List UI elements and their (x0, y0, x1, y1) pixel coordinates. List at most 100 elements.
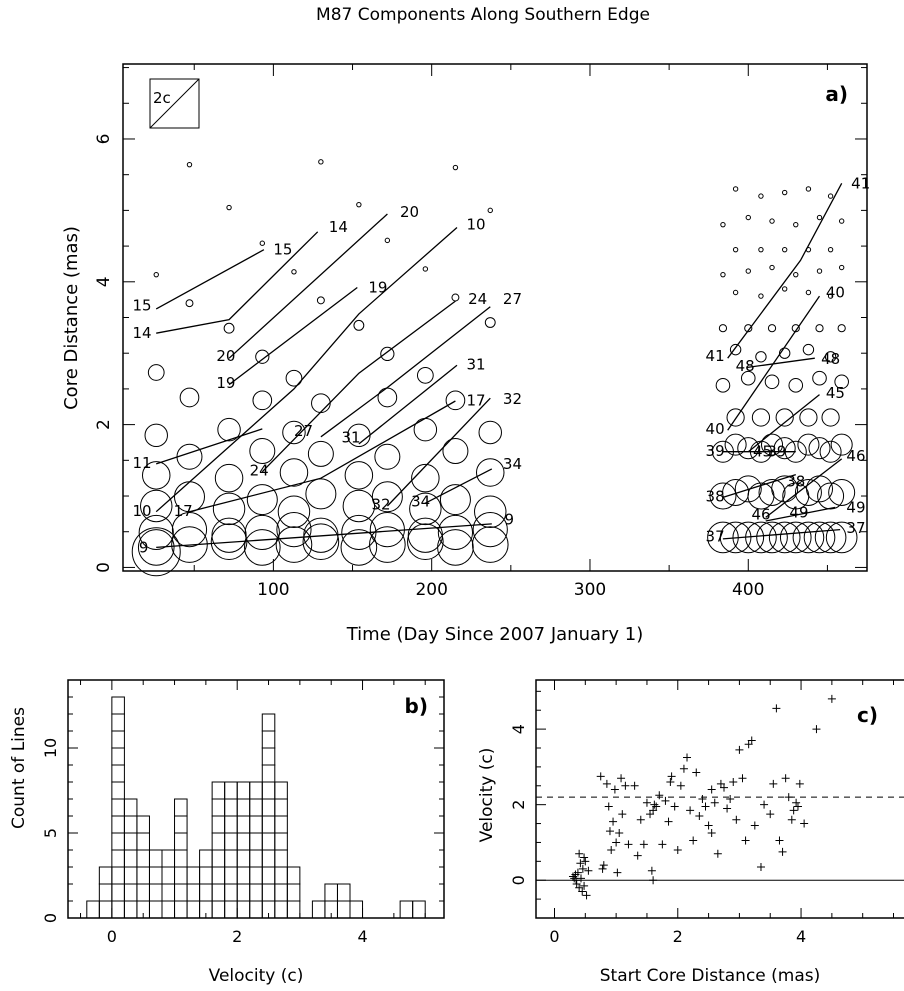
histogram-bar-cell (174, 815, 188, 834)
histogram-bar-cell (174, 900, 188, 919)
data-point (795, 779, 804, 788)
histogram-bar-cell (249, 900, 263, 919)
scale-inset-box (149, 78, 200, 129)
data-point (793, 802, 802, 811)
histogram-bar-cell (211, 900, 226, 919)
histogram-bar-cell (286, 866, 301, 885)
histogram-bar-cell (261, 883, 276, 902)
track-38-line (722, 473, 796, 499)
histogram-bar-cell (211, 866, 226, 885)
histogram-bar-cell (324, 883, 338, 902)
histogram-bar-cell (211, 883, 226, 902)
histogram-bar-cell (148, 849, 163, 868)
data-point (772, 704, 781, 713)
histogram-bar-cell (123, 883, 138, 902)
histogram-bar-cell (174, 832, 188, 851)
observation-circle (437, 529, 474, 566)
observation-circle (285, 369, 303, 387)
y-tick-label: 4 (509, 724, 528, 734)
observation-circle (210, 523, 248, 561)
histogram-bar-cell (274, 815, 288, 834)
histogram-bar-cell (111, 832, 125, 851)
observation-circle (718, 324, 728, 333)
observation-circle (784, 440, 807, 463)
data-point (679, 764, 688, 773)
histogram-bar-cell (98, 900, 113, 919)
histogram-bar-cell (111, 815, 125, 834)
histogram-bar-cell (161, 866, 176, 885)
track-45-line (747, 394, 820, 453)
observation-circle (437, 514, 474, 551)
data-point (570, 874, 579, 883)
observation-circle (768, 521, 801, 554)
panel-c-reference-lines (536, 796, 904, 881)
histogram-bar-cell (123, 849, 138, 868)
observation-circle (781, 189, 788, 196)
data-point (692, 768, 701, 777)
observation-circle (805, 186, 812, 192)
histogram-bar-cell (274, 832, 288, 851)
panel-a-frame (122, 63, 868, 572)
data-point (747, 736, 756, 745)
data-point (775, 836, 784, 845)
histogram-bar-cell (261, 747, 276, 766)
observation-circle (384, 237, 391, 244)
observation-circle (803, 521, 836, 554)
observation-circle (709, 482, 737, 510)
histogram-bar-cell (236, 781, 251, 800)
data-point (573, 868, 582, 877)
track-32-line (386, 397, 491, 507)
data-point (732, 815, 741, 824)
track-46-line (765, 458, 843, 518)
observation-circle (371, 481, 403, 513)
track-label: 37 (846, 519, 865, 537)
histogram-bar-cell (349, 900, 364, 919)
track-label: 27 (294, 422, 313, 440)
observation-circle (751, 408, 771, 427)
track-label: 49 (846, 498, 865, 516)
histogram-bar-cell (211, 781, 226, 800)
data-point (584, 866, 593, 875)
data-point (726, 795, 735, 803)
data-point (760, 800, 769, 809)
track-49-line (765, 506, 836, 522)
observation-circle (171, 526, 208, 563)
histogram-bar-cell (224, 900, 238, 919)
histogram-bar-cell (136, 866, 150, 885)
observation-circle (176, 443, 203, 470)
histogram-bar-cell (123, 832, 138, 851)
panel-c-ylabel: Velocity (c) (477, 748, 497, 843)
x-tick-label: 4 (796, 927, 806, 946)
histogram-bar-cell (261, 866, 276, 885)
histogram-bar-cell (236, 900, 251, 919)
observation-circle (303, 517, 339, 553)
data-point (621, 781, 630, 790)
data-point (812, 725, 821, 734)
histogram-bar-cell (224, 832, 238, 851)
data-point (729, 778, 738, 786)
data-point (618, 810, 627, 819)
data-point (695, 812, 704, 820)
data-point (647, 866, 656, 875)
histogram-bar-cell (274, 900, 288, 919)
observation-circle (793, 221, 799, 228)
data-point (789, 806, 798, 815)
observation-circle (756, 521, 788, 554)
histogram-bar-cell (98, 866, 113, 885)
track-17-line (189, 400, 456, 513)
y-tick-label: 0 (41, 913, 60, 923)
histogram-bar-cell (261, 815, 276, 834)
track-label: 14 (132, 324, 151, 342)
data-point (617, 774, 626, 783)
data-point (576, 859, 585, 868)
observation-circle (422, 266, 429, 272)
observation-circle (792, 521, 825, 554)
observation-circle (439, 484, 471, 516)
data-point (698, 795, 707, 803)
histogram-bar-cell (249, 798, 263, 817)
observation-circle (711, 440, 734, 463)
observation-circle (815, 324, 824, 333)
observation-circle (302, 523, 340, 561)
observation-circle (830, 433, 853, 456)
observation-circle (827, 193, 834, 199)
